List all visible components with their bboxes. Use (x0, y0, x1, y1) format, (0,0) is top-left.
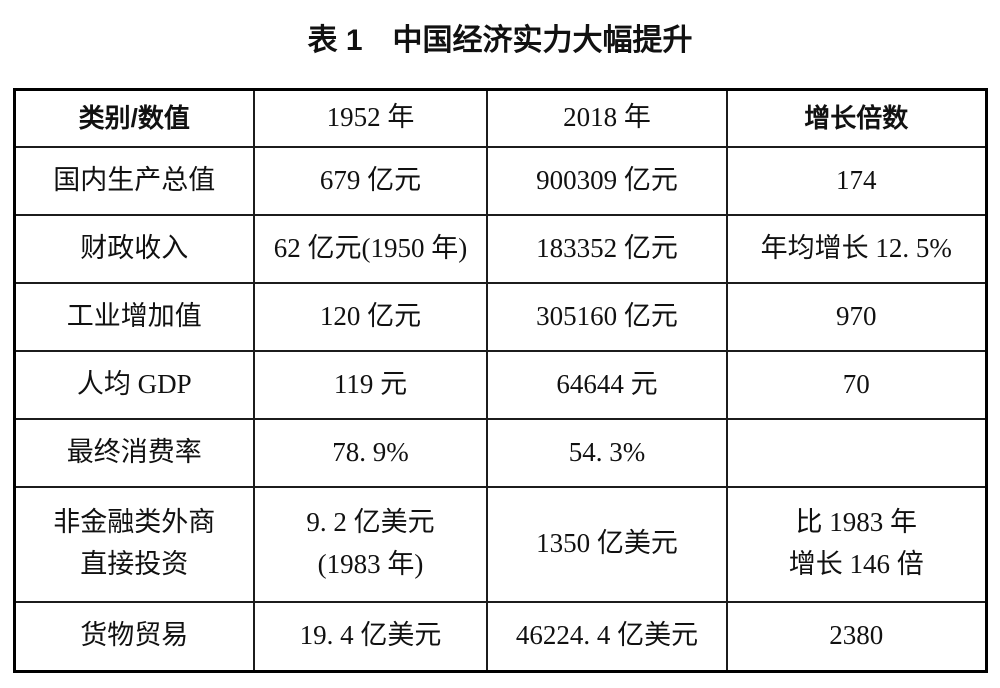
cell-growth: 年均增长 12. 5% (726, 213, 987, 284)
cell-category: 国内生产总值 (13, 145, 255, 216)
cell-1952: 9. 2 亿美元 (1983 年) (253, 485, 488, 603)
table-row-gdp: 国内生产总值 679 亿元 900309 亿元 174 (13, 145, 987, 216)
cell-growth: 2380 (726, 600, 987, 673)
cell-growth: 174 (726, 145, 987, 216)
table-row-industrial-added-value: 工业增加值 120 亿元 305160 亿元 970 (13, 281, 987, 352)
table-row-gdp-per-capita: 人均 GDP 119 元 64644 元 70 (13, 349, 987, 420)
cell-1952: 119 元 (253, 349, 488, 420)
header-year-2018: 2018 年 (486, 88, 728, 148)
cell-category: 货物贸易 (13, 600, 255, 673)
header-row: 类别/数值 1952 年 2018 年 增长倍数 (13, 88, 987, 148)
cell-1952: 78. 9% (253, 417, 488, 488)
cell-growth: 970 (726, 281, 987, 352)
cell-category: 非金融类外商 直接投资 (13, 485, 255, 603)
cell-2018: 46224. 4 亿美元 (486, 600, 728, 673)
cell-1952: 120 亿元 (253, 281, 488, 352)
cell-growth: 比 1983 年 增长 146 倍 (726, 485, 987, 603)
table-row-non-financial-fdi: 非金融类外商 直接投资 9. 2 亿美元 (1983 年) 1350 亿美元 比… (13, 485, 987, 603)
economy-growth-table: 类别/数值 1952 年 2018 年 增长倍数 国内生产总值 679 亿元 9… (12, 88, 988, 673)
cell-category: 最终消费率 (13, 417, 255, 488)
cell-2018: 183352 亿元 (486, 213, 728, 284)
table-row-fiscal-revenue: 财政收入 62 亿元(1950 年) 183352 亿元 年均增长 12. 5% (13, 213, 987, 284)
cell-1952: 679 亿元 (253, 145, 488, 216)
cell-2018: 305160 亿元 (486, 281, 728, 352)
header-year-1952: 1952 年 (253, 88, 488, 148)
cell-1952: 62 亿元(1950 年) (253, 213, 488, 284)
cell-2018: 64644 元 (486, 349, 728, 420)
header-growth-factor: 增长倍数 (726, 88, 987, 148)
table-row-final-consumption-rate: 最终消费率 78. 9% 54. 3% (13, 417, 987, 488)
cell-growth (726, 417, 987, 488)
table-row-goods-trade: 货物贸易 19. 4 亿美元 46224. 4 亿美元 2380 (13, 600, 987, 673)
cell-category: 工业增加值 (13, 281, 255, 352)
header-category: 类别/数值 (13, 88, 255, 148)
cell-2018: 54. 3% (486, 417, 728, 488)
cell-category: 人均 GDP (13, 349, 255, 420)
table-caption: 表 1 中国经济实力大幅提升 (307, 24, 693, 57)
cell-growth: 70 (726, 349, 987, 420)
cell-2018: 900309 亿元 (486, 145, 728, 216)
cell-1952: 19. 4 亿美元 (253, 600, 488, 673)
cell-category: 财政收入 (13, 213, 255, 284)
cell-2018: 1350 亿美元 (486, 485, 728, 603)
